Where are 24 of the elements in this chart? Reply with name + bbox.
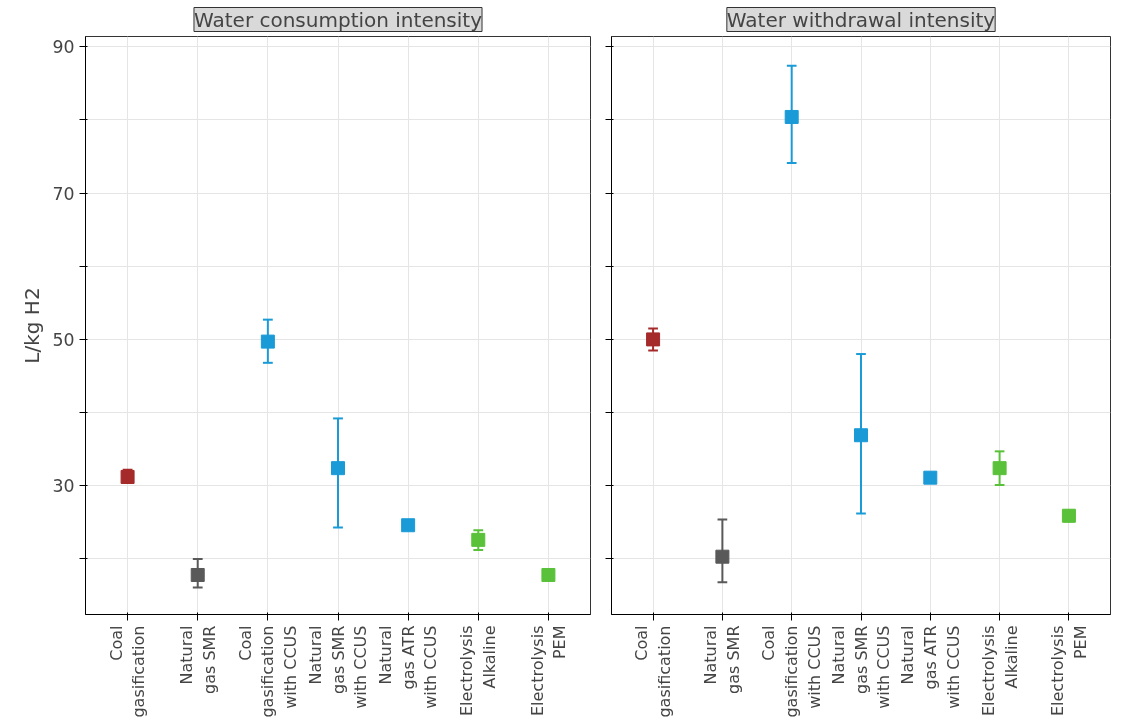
point — [120, 469, 135, 484]
x-tick-label: Electrolysis PEM — [1048, 625, 1090, 717]
point — [541, 567, 556, 582]
y-axis-title: L/kg H2 — [20, 287, 45, 364]
point — [401, 518, 416, 533]
point — [923, 470, 938, 485]
y-tick-label: 90 — [52, 37, 75, 58]
y-tick-label: 30 — [52, 476, 75, 497]
point — [992, 461, 1007, 476]
point — [784, 109, 799, 124]
point — [190, 567, 205, 582]
point — [260, 334, 275, 349]
point — [646, 332, 661, 347]
y-tick-label: 50 — [52, 329, 75, 350]
y-tick-label: 70 — [52, 183, 75, 204]
chart-title: Water withdrawal intensity — [726, 7, 996, 32]
point — [854, 428, 868, 443]
x-tick-label: Electrolysis PEM — [527, 625, 570, 717]
x-tick-label: Coal gasification — [632, 625, 674, 718]
chart-title: Water consumption intensity — [193, 7, 483, 32]
x-tick-label: Coal gasification — [106, 625, 149, 718]
point — [331, 461, 345, 476]
point — [471, 532, 486, 547]
point — [715, 549, 730, 564]
